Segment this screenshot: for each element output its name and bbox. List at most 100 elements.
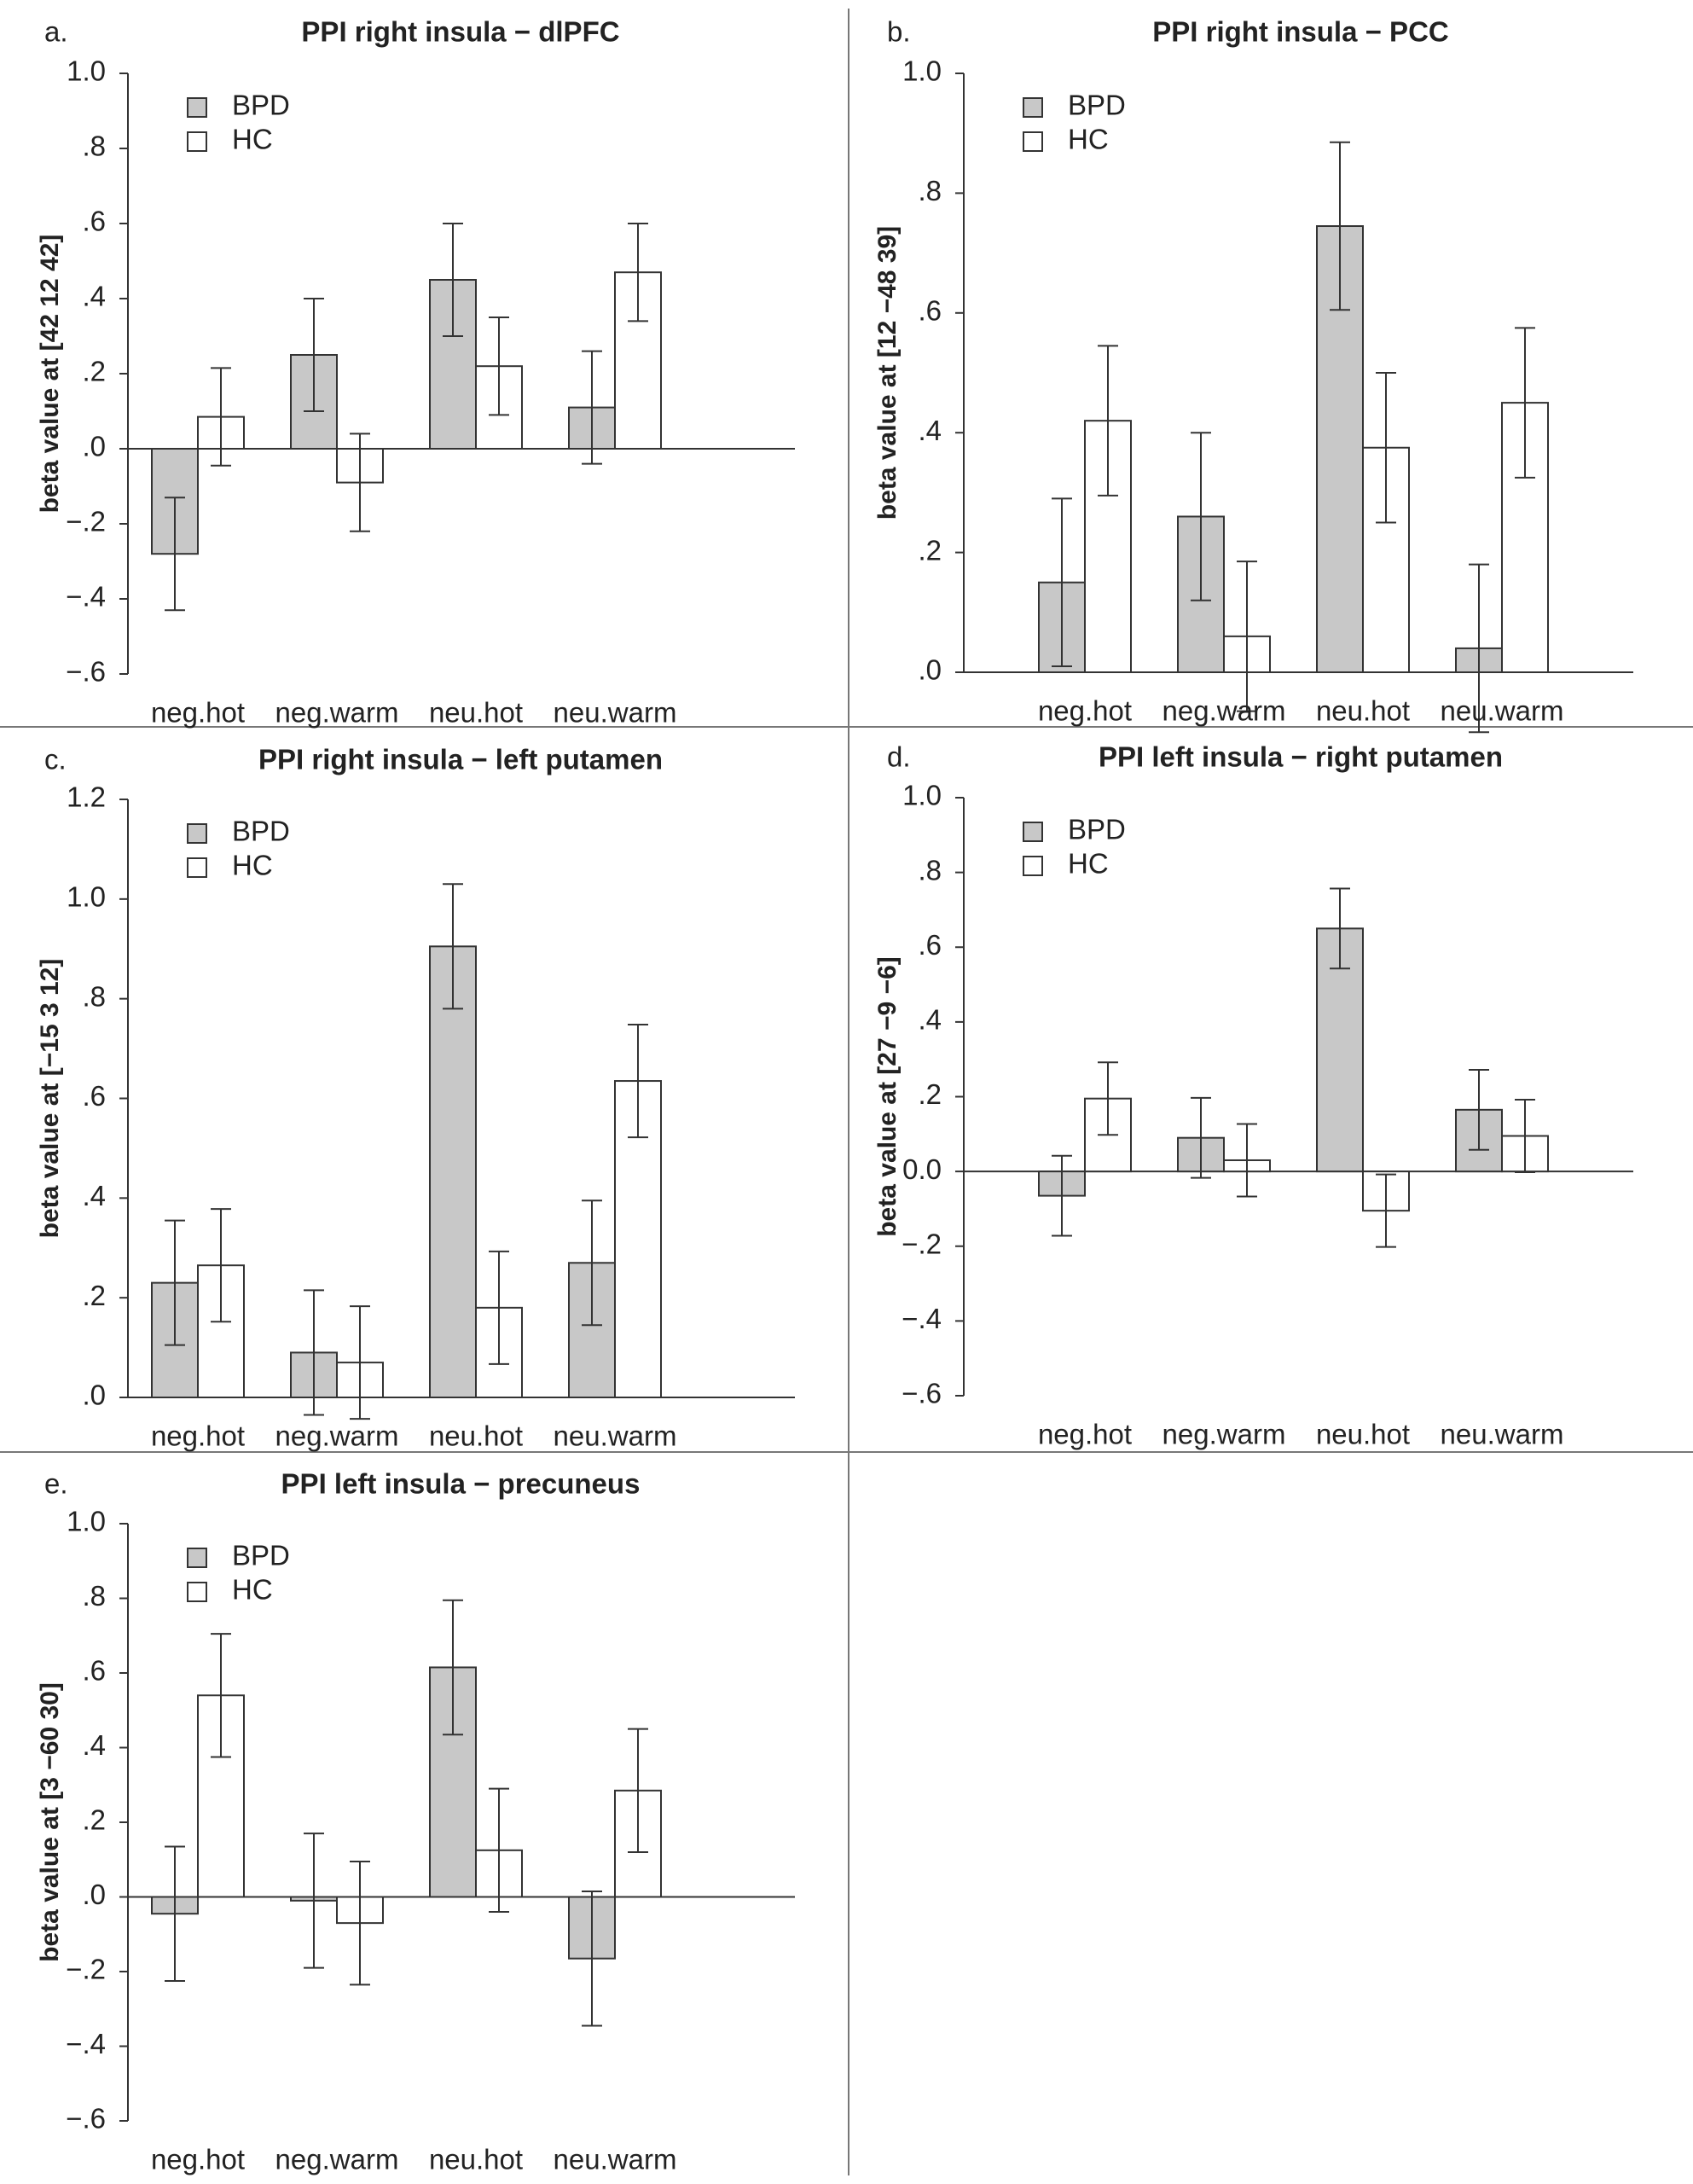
chart-panel-d: d. PPI left insula − right putamen 1.0 .8 .6…	[873, 741, 1633, 1450]
legend-swatch-hc	[1023, 131, 1043, 152]
error-bar-bpd-neg-hot	[165, 1845, 185, 1982]
error-bar-hc-neg-hot	[211, 1208, 231, 1323]
y-tick-label: −.2	[66, 506, 106, 537]
error-bar-hc-neu-hot	[489, 317, 509, 416]
y-tick-label: 1.2	[67, 781, 106, 813]
y-axis-label: beta value at [3 −60 30]	[36, 1682, 64, 1962]
error-bar-hc-neg-hot	[211, 367, 231, 467]
legend-label-hc: HC	[1068, 124, 1109, 155]
y-axis-label: beta value at [42 12 42]	[36, 235, 64, 514]
y-tick-label: .6	[918, 295, 942, 327]
panel-letter: d.	[887, 741, 911, 773]
chart-panel-b: b. PPI right insula − PCC 1.0 .8 .6 .4 .2 .0 bet…	[873, 16, 1633, 734]
y-axis-label: beta value at [−15 3 12]	[36, 959, 64, 1239]
error-bar-bpd-neu-warm	[1469, 563, 1489, 734]
legend-label-hc: HC	[232, 1574, 273, 1606]
y-tick-label: .4	[82, 1729, 106, 1761]
x-category-label: neg.hot	[151, 1420, 245, 1452]
y-tick-label: −.4	[902, 1303, 942, 1334]
y-tick-label: 1.0	[67, 1506, 106, 1537]
y-tick-label: 1.0	[67, 55, 106, 87]
y-tick-label: −.2	[902, 1228, 942, 1259]
panel-letter: a.	[44, 16, 68, 48]
error-bar-bpd-neg-warm	[1191, 1096, 1211, 1179]
x-category-label: neg.warm	[275, 697, 399, 729]
chart-title: PPI left insula − precuneus	[281, 1468, 641, 1500]
legend-swatch-bpd	[187, 1548, 207, 1568]
legend-swatch-bpd	[187, 823, 207, 844]
error-bar-hc-neu-warm	[1515, 327, 1535, 479]
x-category-label: neg.hot	[151, 697, 245, 729]
legend-label-bpd: BPD	[232, 1540, 290, 1571]
legend-swatch-bpd	[187, 97, 207, 118]
x-category-label: neg.warm	[1162, 695, 1286, 727]
chart-title: PPI right insula − PCC	[1152, 16, 1448, 48]
error-bar-bpd-neg-warm	[304, 298, 324, 412]
y-tick-label: .8	[918, 854, 942, 886]
y-tick-label: .2	[82, 1280, 106, 1311]
error-bar-bpd-neg-hot	[1052, 497, 1072, 667]
error-bar-hc-neg-warm	[1237, 1123, 1257, 1198]
error-bar-hc-neu-warm	[628, 1024, 648, 1139]
x-category-label: neu.hot	[1316, 695, 1410, 727]
x-category-label: neu.hot	[429, 1420, 523, 1452]
error-bar-bpd-neu-hot	[1330, 141, 1350, 311]
error-bar-bpd-neu-hot	[443, 1599, 463, 1736]
panel-dividers	[0, 9, 1693, 2175]
y-tick-label: .2	[918, 534, 942, 566]
x-category-label: neu.warm	[1441, 695, 1564, 727]
error-bar-bpd-neg-hot	[1052, 1154, 1072, 1237]
legend-label-bpd: BPD	[1068, 90, 1126, 121]
x-category-label: neu.warm	[554, 1420, 677, 1452]
x-category-label: neu.warm	[554, 697, 677, 729]
y-tick-label: .6	[82, 1655, 106, 1687]
y-tick-label: .0	[82, 1380, 106, 1411]
legend-label-bpd: BPD	[232, 90, 290, 121]
x-category-label: neg.hot	[1038, 1419, 1132, 1450]
chart-title: PPI right insula − left putamen	[258, 744, 663, 775]
chart-panels: a. PPI right insula − dlPFC 1.0 .8 .6 .4 .2 .0 −…	[36, 16, 1633, 2175]
error-bar-bpd-neg-warm	[304, 1289, 324, 1416]
x-category-label: neg.warm	[1162, 1419, 1286, 1450]
legend-swatch-hc	[187, 1582, 207, 1602]
error-bar-bpd-neu-hot	[1330, 887, 1350, 970]
x-category-label: neu.hot	[429, 2144, 523, 2175]
legend-swatch-bpd	[1023, 822, 1043, 842]
error-bar-hc-neu-hot	[489, 1787, 509, 1913]
error-bar-hc-neu-hot	[1376, 1173, 1396, 1248]
error-bar-hc-neg-warm	[1237, 561, 1257, 712]
y-tick-label: .2	[82, 356, 106, 387]
x-category-label: neu.hot	[429, 697, 523, 729]
error-bar-bpd-neu-warm	[1469, 1068, 1489, 1151]
y-tick-label: .8	[918, 175, 942, 206]
y-tick-label: −.4	[66, 581, 106, 613]
error-bar-hc-neu-warm	[1515, 1099, 1535, 1174]
x-category-label: neg.hot	[1038, 695, 1132, 727]
chart-panel-c: c. PPI right insula − left putamen 1.2 1.0.…	[36, 744, 795, 1452]
y-tick-label: 1.0	[902, 55, 942, 87]
error-bar-hc-neu-warm	[628, 1728, 648, 1853]
panel-letter: c.	[44, 744, 67, 775]
y-tick-label: .0	[82, 1879, 106, 1910]
legend-label-hc: HC	[232, 850, 273, 881]
y-tick-label: .6	[918, 929, 942, 961]
error-bar-bpd-neg-warm	[1191, 432, 1211, 601]
y-tick-label: −.6	[66, 656, 106, 688]
y-tick-label: 0.0	[902, 1153, 942, 1185]
y-tick-label: −.4	[66, 2028, 106, 2059]
x-category-label: neu.warm	[1441, 1419, 1564, 1450]
y-tick-label: .0	[82, 431, 106, 462]
y-tick-label: .4	[82, 281, 106, 312]
error-bar-hc-neg-hot	[1098, 345, 1118, 497]
error-bar-bpd-neu-warm	[582, 1890, 602, 2027]
error-bar-hc-neg-warm	[350, 1860, 370, 1986]
legend-label-bpd: BPD	[1068, 814, 1126, 845]
error-bar-hc-neu-hot	[489, 1250, 509, 1365]
error-bar-bpd-neg-hot	[165, 1219, 185, 1346]
